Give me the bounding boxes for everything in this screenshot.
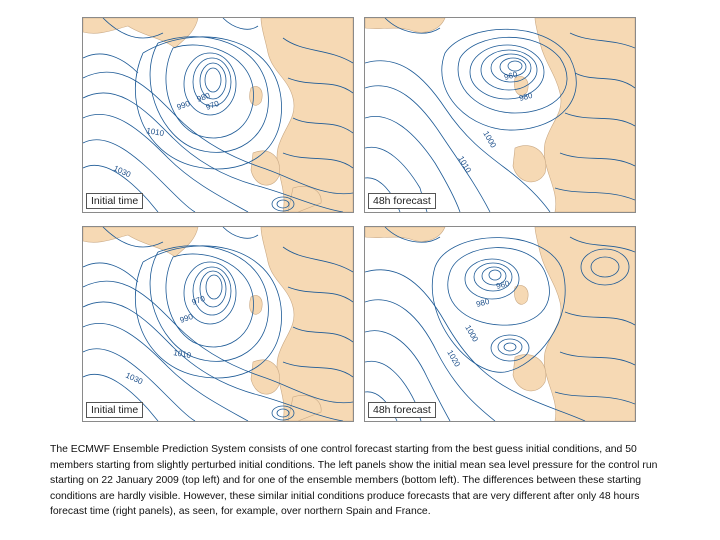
isobar-label: 980 (196, 91, 212, 104)
isobar-label: 960 (503, 70, 519, 82)
map-panel-forecast-control: 960 980 1000 1010 48h forecast (364, 17, 636, 213)
isobar-label: 1010 (146, 126, 166, 138)
isobar-label: 1000 (481, 130, 498, 150)
isobar-label: 1030 (112, 164, 132, 180)
isobar-label: 990 (179, 312, 195, 325)
panel-time-label: Initial time (86, 402, 144, 418)
isobar-label: 960 (495, 279, 511, 291)
map-panel-initial-member: 970 990 1010 1030 Initial time (82, 226, 354, 422)
isobar-label: 970 (191, 294, 207, 307)
panel-time-label: 48h forecast (368, 402, 436, 418)
map-panel-forecast-member: 960 980 1000 1020 48h forecast (364, 226, 636, 422)
isobar-label: 980 (518, 91, 534, 103)
isobar-label: 1030 (124, 371, 144, 387)
pressure-map-initial-control: 980 970 990 1010 1030 (83, 18, 353, 212)
figure-caption: The ECMWF Ensemble Prediction System con… (50, 444, 658, 518)
isobar-label: 1010 (456, 155, 473, 175)
panel-time-label: 48h forecast (368, 193, 436, 209)
pressure-map-forecast-member: 960 980 1000 1020 (365, 227, 635, 421)
isobar-label: 1020 (445, 349, 462, 369)
isobar-label: 970 (205, 99, 221, 112)
isobar-label: 1010 (173, 348, 193, 360)
isobar-label: 990 (176, 99, 192, 112)
pressure-map-initial-member: 970 990 1010 1030 (83, 227, 353, 421)
pressure-map-forecast-control: 960 980 1000 1010 (365, 18, 635, 212)
isobar-label: 1000 (463, 324, 480, 344)
panel-time-label: Initial time (86, 193, 144, 209)
isobar-label: 980 (475, 297, 491, 309)
map-panel-initial-control: 980 970 990 1010 1030 Initial time (82, 17, 354, 213)
